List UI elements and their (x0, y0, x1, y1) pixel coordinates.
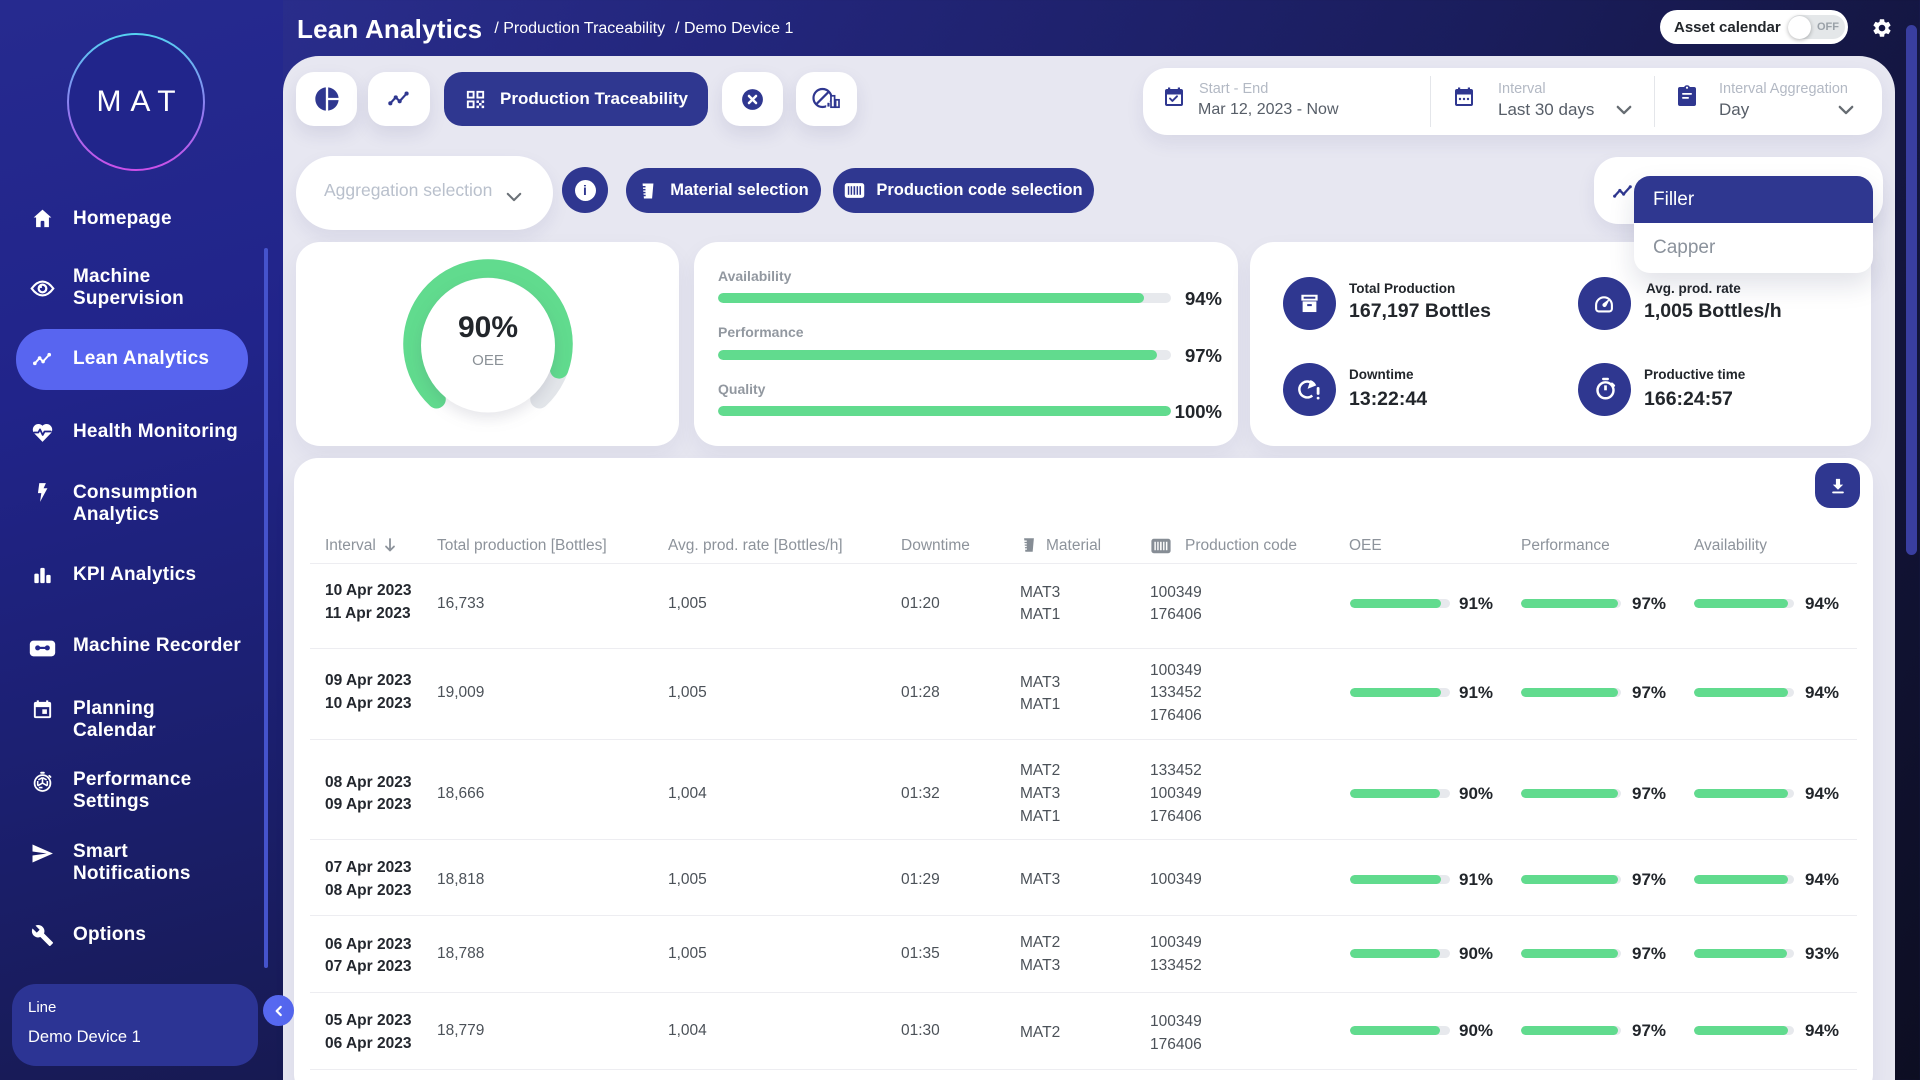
svg-text:90%: 90% (458, 311, 518, 344)
svg-text:OEE: OEE (472, 352, 504, 369)
